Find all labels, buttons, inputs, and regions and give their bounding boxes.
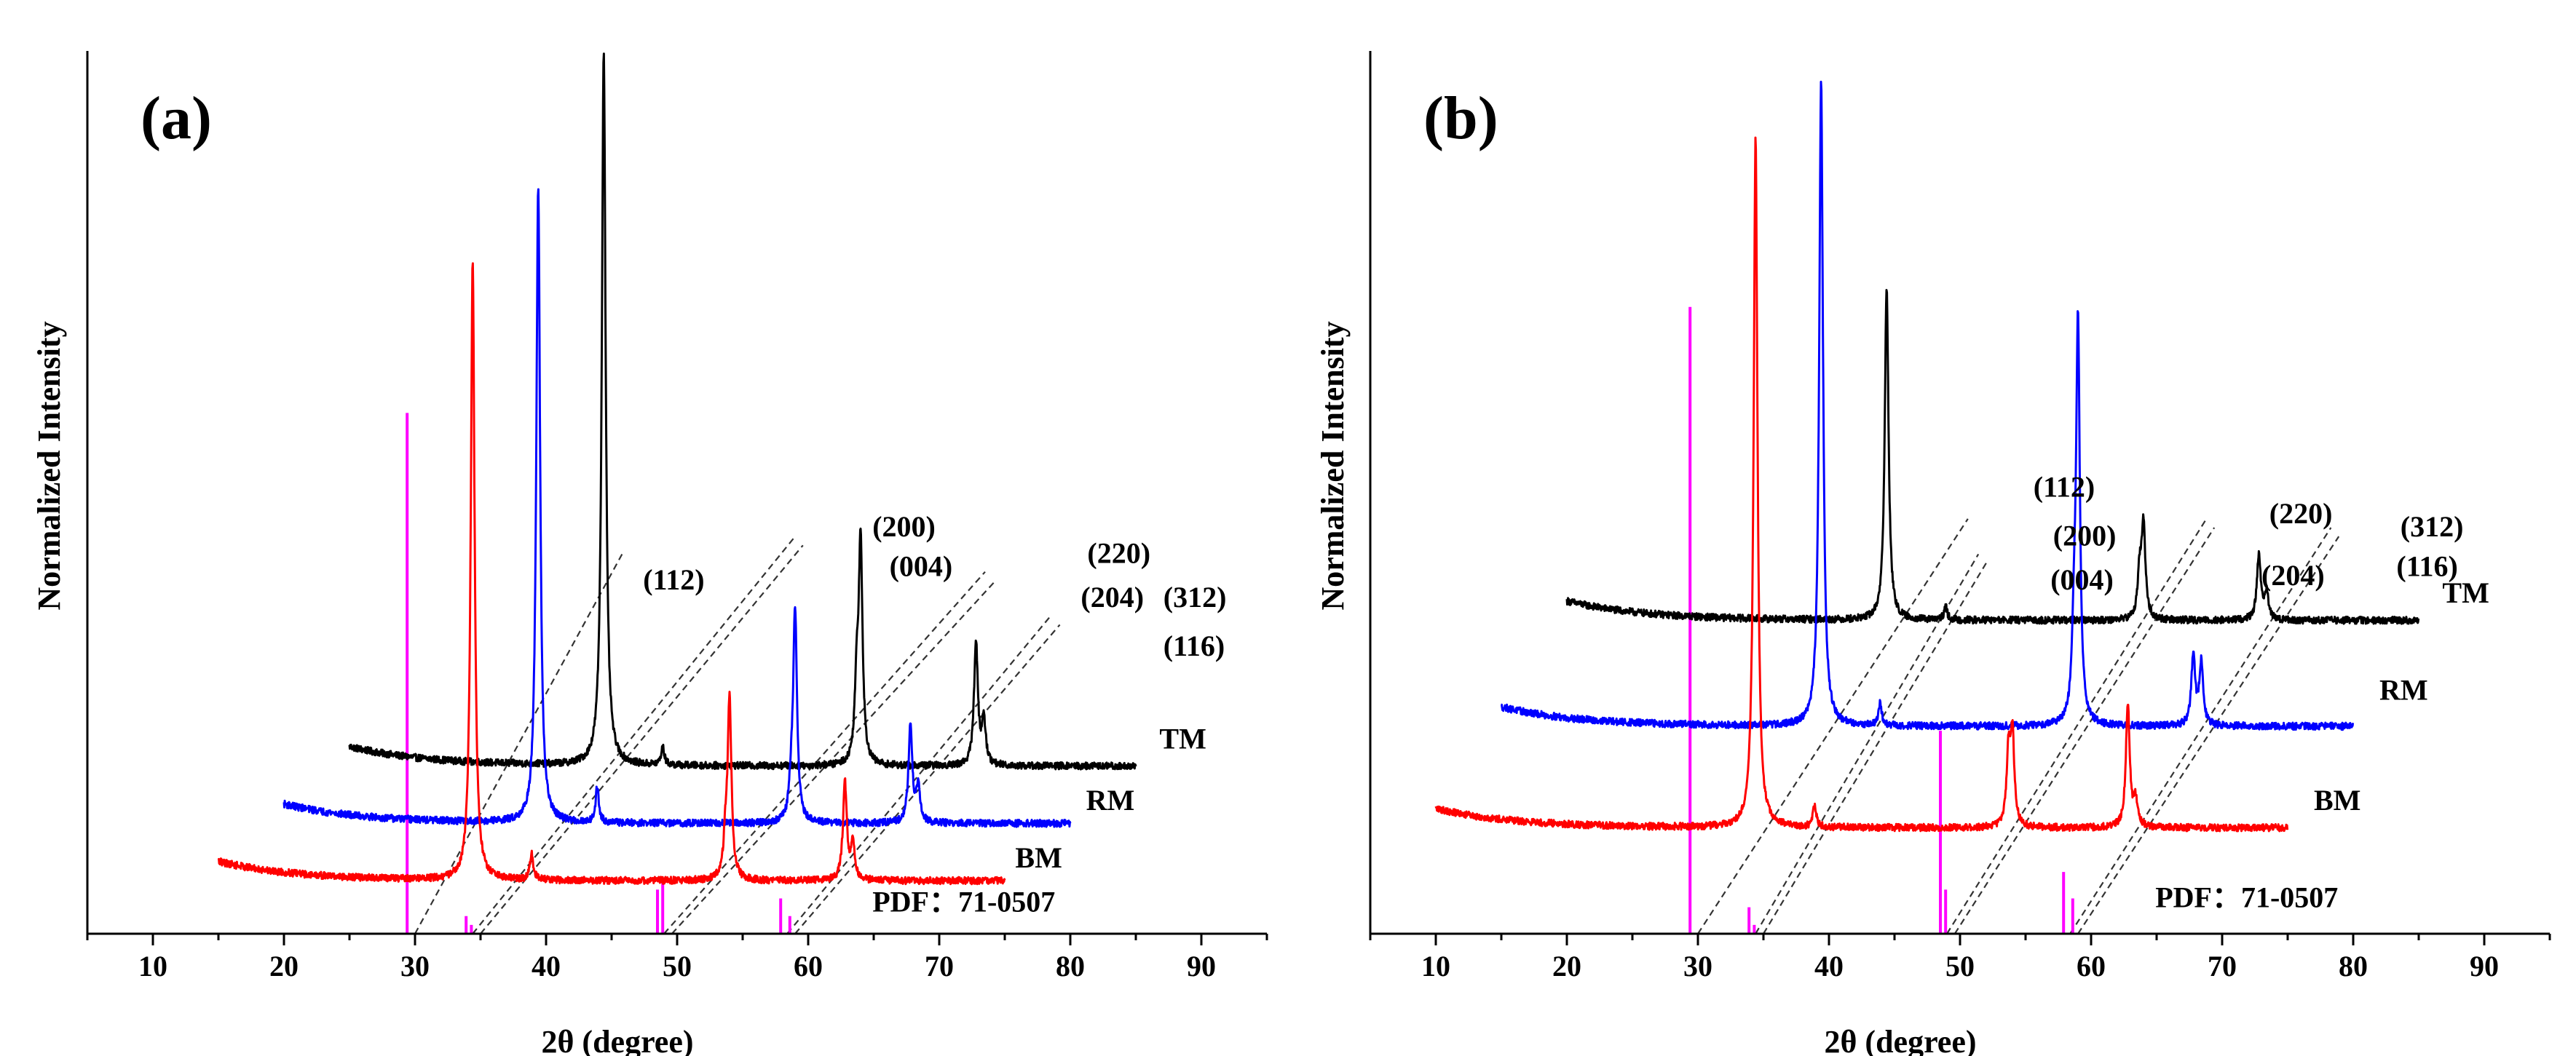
p0-x-tick-label-90: 90 [1187, 950, 1216, 982]
x-axis-title-b: 2θ (degree) [1824, 1024, 1976, 1056]
p1-guide-204 [1953, 527, 2216, 934]
p1-hkl-label-004: (004) [2050, 563, 2114, 596]
p0-hkl-label-312: (312) [1163, 581, 1227, 614]
p1-series-label-tm: TM [2442, 576, 2489, 609]
p1-x-tick-label-90: 90 [2470, 950, 2499, 982]
x-axis-title-a: 2θ (degree) [541, 1024, 693, 1056]
p1-trace-rm [1501, 80, 2355, 731]
p0-x-tick-label-40: 40 [532, 950, 561, 982]
p1-guide-312 [2069, 527, 2332, 934]
p1-hkl-label-200: (200) [2053, 519, 2117, 552]
p1-x-tick-label-30: 30 [1683, 950, 1712, 982]
p0-hkl-label-116: (116) [1163, 630, 1225, 662]
p0-x-tick-label-30: 30 [400, 950, 430, 982]
p0-x-tick-label-70: 70 [925, 950, 954, 982]
p0-trace-rm [283, 188, 1072, 828]
p0-guide-312 [786, 615, 1051, 934]
p0-x-tick-label-20: 20 [269, 950, 299, 982]
panel-b: (b) Normalized Intensity 2θ (degree) 10 2… [1315, 51, 2551, 1056]
p0-guide-116 [794, 624, 1061, 934]
p1-x-tick-label-60: 60 [2077, 950, 2106, 982]
p0-reference-label: PDF：71-0507 [872, 886, 1055, 918]
p0-guide-200 [472, 536, 796, 934]
p1-series-label-bm: BM [2314, 784, 2360, 817]
y-axis-title-a: Normalized Intensity [31, 321, 67, 610]
y-axis-title-b: Normalized Intensity [1315, 321, 1351, 610]
p1-x-tick-label-20: 20 [1552, 950, 1581, 982]
panel-label-b: (b) [1423, 84, 1498, 152]
p0-series-label-rm: RM [1086, 784, 1135, 817]
panel-a: (a) Normalized Intensity 2θ (degree) 10 2… [31, 51, 1268, 1056]
p0-trace-tm [348, 52, 1137, 771]
p0-x-tick-label-50: 50 [663, 950, 692, 982]
p1-guide-004 [1763, 562, 1987, 934]
p1-trace-bm [1434, 136, 2289, 833]
p0-hkl-label-220: (220) [1087, 537, 1150, 570]
panel-label-a: (a) [141, 84, 212, 152]
p1-hkl-label-312: (312) [2401, 510, 2464, 543]
p0-hkl-label-004: (004) [890, 550, 953, 583]
p1-x-tick-label-70: 70 [2208, 950, 2237, 982]
p0-guide-112 [414, 553, 623, 934]
p0-series-label-tm: TM [1159, 722, 1206, 755]
p1-x-tick-label-40: 40 [1814, 950, 1844, 982]
p1-x-tick-label-50: 50 [1945, 950, 1975, 982]
p0-x-tick-label-80: 80 [1056, 950, 1085, 982]
p0-series-label-bm: BM [1015, 841, 1062, 874]
p0-trace-bm [217, 262, 1006, 886]
p1-hkl-label-116: (116) [2396, 550, 2457, 583]
p1-guide-116 [2077, 536, 2340, 934]
p1-x-tick-label-10: 10 [1421, 950, 1450, 982]
p1-guide-220 [1946, 518, 2208, 934]
p0-x-tick-label-60: 60 [794, 950, 823, 982]
p0-x-tick-label-10: 10 [138, 950, 167, 982]
p1-reference-label: PDF：71-0507 [2155, 881, 2338, 914]
p0-hkl-label-204: (204) [1080, 581, 1144, 614]
p1-hkl-label-220: (220) [2269, 497, 2333, 530]
p0-hkl-label-200: (200) [872, 510, 936, 543]
p1-hkl-label-204: (204) [2261, 559, 2325, 592]
p0-guide-004 [480, 544, 804, 934]
p1-x-tick-label-80: 80 [2339, 950, 2368, 982]
p1-trace-tm [1565, 289, 2420, 625]
p1-series-label-rm: RM [2379, 674, 2428, 707]
p0-guide-204 [671, 580, 997, 934]
p0-hkl-label-112: (112) [643, 563, 704, 596]
p1-guide-112 [1697, 518, 1969, 934]
p1-hkl-label-112: (112) [2034, 471, 2095, 504]
